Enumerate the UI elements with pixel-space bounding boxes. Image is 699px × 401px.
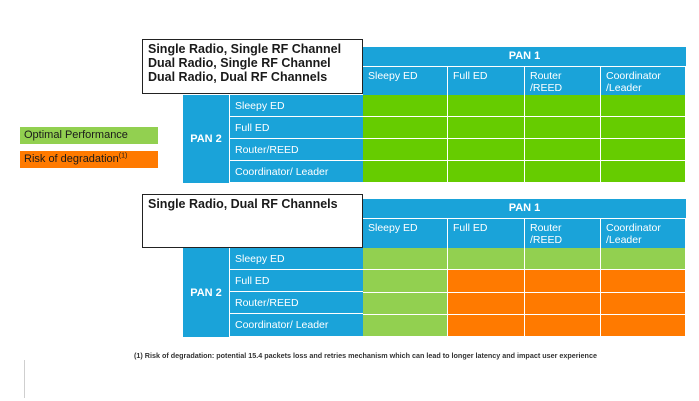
col-header-line: /REED	[530, 234, 563, 246]
legend-optimal-label: Optimal Performance	[24, 129, 128, 141]
col-header-line: Coordinator	[606, 70, 661, 82]
grid-cell	[448, 139, 525, 161]
grid-cell	[448, 161, 525, 183]
table-2-col-header: Sleepy ED	[363, 218, 448, 248]
grid-cell	[601, 314, 686, 337]
config-line: Dual Radio, Single RF Channel	[148, 56, 331, 70]
col-header-line: Coordinator	[606, 222, 661, 234]
footnote: (1) Risk of degradation: potential 15.4 …	[134, 351, 597, 360]
grid-cell	[363, 270, 448, 293]
table-1-row-label: Full ED	[230, 117, 363, 139]
grid-cell	[525, 95, 601, 117]
table-2-col-header: Router /REED	[525, 218, 601, 248]
grid-cell	[448, 292, 525, 315]
col-header-line: /REED	[530, 82, 563, 94]
grid-cell	[601, 95, 686, 117]
table-1-col-header: Sleepy ED	[363, 66, 448, 95]
grid-cell	[601, 161, 686, 183]
legend-risk-label: Risk of degradation	[24, 153, 119, 165]
col-header-line: Sleepy ED	[368, 70, 418, 82]
grid-cell	[448, 117, 525, 139]
table-2-row-label: Coordinator/ Leader	[230, 314, 363, 337]
col-header-line: /Leader	[606, 234, 642, 246]
config-line: Single Radio, Dual RF Channels	[148, 197, 338, 211]
table-1-pan2-label: PAN 2	[183, 95, 230, 183]
grid-cell	[525, 292, 601, 315]
legend-risk: Risk of degradation(1)	[20, 151, 158, 168]
grid-cell	[363, 161, 448, 183]
grid-cell	[448, 270, 525, 293]
table-1-pan1-header: PAN 1	[363, 47, 686, 66]
table-2-row-label: Router/REED	[230, 292, 363, 314]
grid-cell	[525, 270, 601, 293]
table-1-row-label: Coordinator/ Leader	[230, 161, 363, 183]
grid-cell	[525, 117, 601, 139]
col-header-line: Full ED	[453, 222, 488, 234]
grid-cell	[525, 314, 601, 337]
grid-cell	[363, 117, 448, 139]
table-1-col-header: Router /REED	[525, 66, 601, 95]
col-header-line: /Leader	[606, 82, 642, 94]
grid-cell	[601, 248, 686, 271]
config-line: Dual Radio, Dual RF Channels	[148, 70, 328, 84]
legend-optimal: Optimal Performance	[20, 127, 158, 144]
col-header-line: Router	[530, 222, 562, 234]
table-1-col-header: Full ED	[448, 66, 525, 95]
table-2-col-header: Coordinator /Leader	[601, 218, 686, 248]
grid-cell	[525, 161, 601, 183]
table-2-row-label: Sleepy ED	[230, 248, 363, 270]
grid-cell	[601, 292, 686, 315]
grid-cell	[448, 248, 525, 271]
grid-cell	[363, 95, 448, 117]
col-header-line: Full ED	[453, 70, 488, 82]
table-2-col-header: Full ED	[448, 218, 525, 248]
table-2-pan1-header: PAN 1	[363, 199, 686, 218]
table-1-row-label: Sleepy ED	[230, 95, 363, 117]
legend-risk-sup: (1)	[118, 152, 128, 160]
grid-cell	[448, 95, 525, 117]
grid-cell	[601, 139, 686, 161]
grid-cell	[525, 248, 601, 271]
table-2-pan2-label: PAN 2	[183, 248, 230, 337]
grid-cell	[601, 117, 686, 139]
grid-cell	[601, 270, 686, 293]
grid-cell	[363, 292, 448, 315]
grid-cell	[448, 314, 525, 337]
table-1-config-box: Single Radio, Single RF Channel Dual Rad…	[142, 39, 363, 94]
col-header-line: Sleepy ED	[368, 222, 418, 234]
table-1-row-label: Router/REED	[230, 139, 363, 161]
col-header-line: Router	[530, 70, 562, 82]
config-line: Single Radio, Single RF Channel	[148, 42, 342, 56]
grid-cell	[363, 248, 448, 271]
grid-cell	[363, 139, 448, 161]
table-2-config-box: Single Radio, Dual RF Channels	[142, 194, 363, 248]
table-2-row-label: Full ED	[230, 270, 363, 292]
divider	[24, 360, 25, 398]
grid-cell	[525, 139, 601, 161]
grid-cell	[363, 314, 448, 337]
table-1-col-header: Coordinator /Leader	[601, 66, 686, 95]
